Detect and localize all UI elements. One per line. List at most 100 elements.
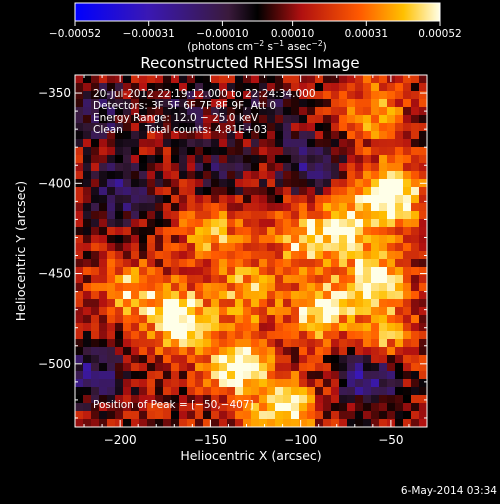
heatmap-cell xyxy=(187,83,196,92)
heatmap-cell xyxy=(235,419,244,428)
heatmap-cell xyxy=(243,91,252,100)
heatmap-cell xyxy=(203,219,212,228)
heatmap-cell xyxy=(419,75,428,84)
heatmap-cell xyxy=(363,267,372,276)
heatmap-cell xyxy=(179,347,188,356)
heatmap-cell xyxy=(283,395,292,404)
heatmap-cell xyxy=(155,299,164,308)
heatmap-cell xyxy=(291,347,300,356)
heatmap-cell xyxy=(243,251,252,260)
heatmap-cell xyxy=(267,203,276,212)
heatmap-cell xyxy=(211,195,220,204)
heatmap-cell xyxy=(331,203,340,212)
heatmap-cell xyxy=(419,123,428,132)
heatmap-cell xyxy=(283,139,292,148)
heatmap-cell xyxy=(139,115,148,124)
heatmap-cell xyxy=(275,419,284,428)
heatmap-cell xyxy=(203,323,212,332)
heatmap-cell xyxy=(211,299,220,308)
heatmap-cell xyxy=(307,91,316,100)
y-tick-label: −350 xyxy=(38,86,71,100)
heatmap-cell xyxy=(187,403,196,412)
heatmap-cell xyxy=(115,83,124,92)
heatmap-cell xyxy=(419,355,428,364)
heatmap-cell xyxy=(251,99,260,108)
heatmap-cell xyxy=(91,219,100,228)
heatmap-cell xyxy=(163,75,172,84)
heatmap-cell xyxy=(211,243,220,252)
heatmap-cell xyxy=(331,123,340,132)
heatmap-cell xyxy=(171,75,180,84)
heatmap-cell xyxy=(147,219,156,228)
heatmap-cell xyxy=(155,131,164,140)
heatmap-cell xyxy=(323,307,332,316)
heatmap-cell xyxy=(307,363,316,372)
heatmap-cell xyxy=(331,227,340,236)
heatmap-cell xyxy=(227,227,236,236)
heatmap-cell xyxy=(379,411,388,420)
heatmap-cell xyxy=(339,171,348,180)
heatmap-cell xyxy=(123,83,132,92)
heatmap-cell xyxy=(147,371,156,380)
heatmap-cell xyxy=(171,355,180,364)
heatmap-cell xyxy=(179,371,188,380)
heatmap-cell xyxy=(299,291,308,300)
heatmap-cell xyxy=(347,395,356,404)
heatmap-cell xyxy=(291,259,300,268)
heatmap-cell xyxy=(91,83,100,92)
heatmap-cell xyxy=(283,259,292,268)
heatmap-cell xyxy=(331,283,340,292)
heatmap-cell xyxy=(187,275,196,284)
heatmap-cell xyxy=(403,211,412,220)
heatmap-cell xyxy=(363,283,372,292)
heatmap-cell xyxy=(251,171,260,180)
heatmap-cell xyxy=(251,147,260,156)
heatmap-cell xyxy=(91,203,100,212)
heatmap-cell xyxy=(155,155,164,164)
heatmap-cell xyxy=(355,371,364,380)
heatmap-cell xyxy=(355,91,364,100)
heatmap-cell xyxy=(251,371,260,380)
heatmap-cell xyxy=(283,99,292,108)
heatmap-cell xyxy=(331,307,340,316)
heatmap-cell xyxy=(243,83,252,92)
heatmap-cell xyxy=(307,315,316,324)
heatmap-cell xyxy=(179,243,188,252)
y-tick-label: −450 xyxy=(38,267,71,281)
heatmap-cell xyxy=(139,99,148,108)
heatmap-cell xyxy=(387,395,396,404)
heatmap-cell xyxy=(219,275,228,284)
heatmap-cell xyxy=(227,259,236,268)
heatmap-cell xyxy=(195,307,204,316)
heatmap-cell xyxy=(91,107,100,116)
heatmap-cell xyxy=(403,267,412,276)
heatmap-cell xyxy=(379,131,388,140)
heatmap-cell xyxy=(147,179,156,188)
heatmap-cell xyxy=(291,299,300,308)
heatmap-cell xyxy=(299,283,308,292)
heatmap-cell xyxy=(155,339,164,348)
heatmap-cell xyxy=(83,147,92,156)
heatmap-cell xyxy=(411,291,420,300)
heatmap-cell xyxy=(123,323,132,332)
heatmap-cell xyxy=(131,419,140,428)
heatmap-cell xyxy=(123,147,132,156)
heatmap-cell xyxy=(91,331,100,340)
heatmap-cell xyxy=(227,107,236,116)
heatmap-cell xyxy=(299,203,308,212)
heatmap-cell xyxy=(211,235,220,244)
heatmap-cell xyxy=(75,283,84,292)
heatmap-cell xyxy=(331,315,340,324)
heatmap-cell xyxy=(219,251,228,260)
heatmap-cell xyxy=(419,315,428,324)
heatmap-cell xyxy=(347,363,356,372)
heatmap-cell xyxy=(187,379,196,388)
heatmap-cell xyxy=(75,155,84,164)
heatmap-cell xyxy=(419,283,428,292)
heatmap-cell xyxy=(235,387,244,396)
heatmap-cell xyxy=(91,387,100,396)
heatmap-cell xyxy=(395,371,404,380)
heatmap-cell xyxy=(403,323,412,332)
heatmap-cell xyxy=(347,155,356,164)
heatmap-cell xyxy=(387,411,396,420)
